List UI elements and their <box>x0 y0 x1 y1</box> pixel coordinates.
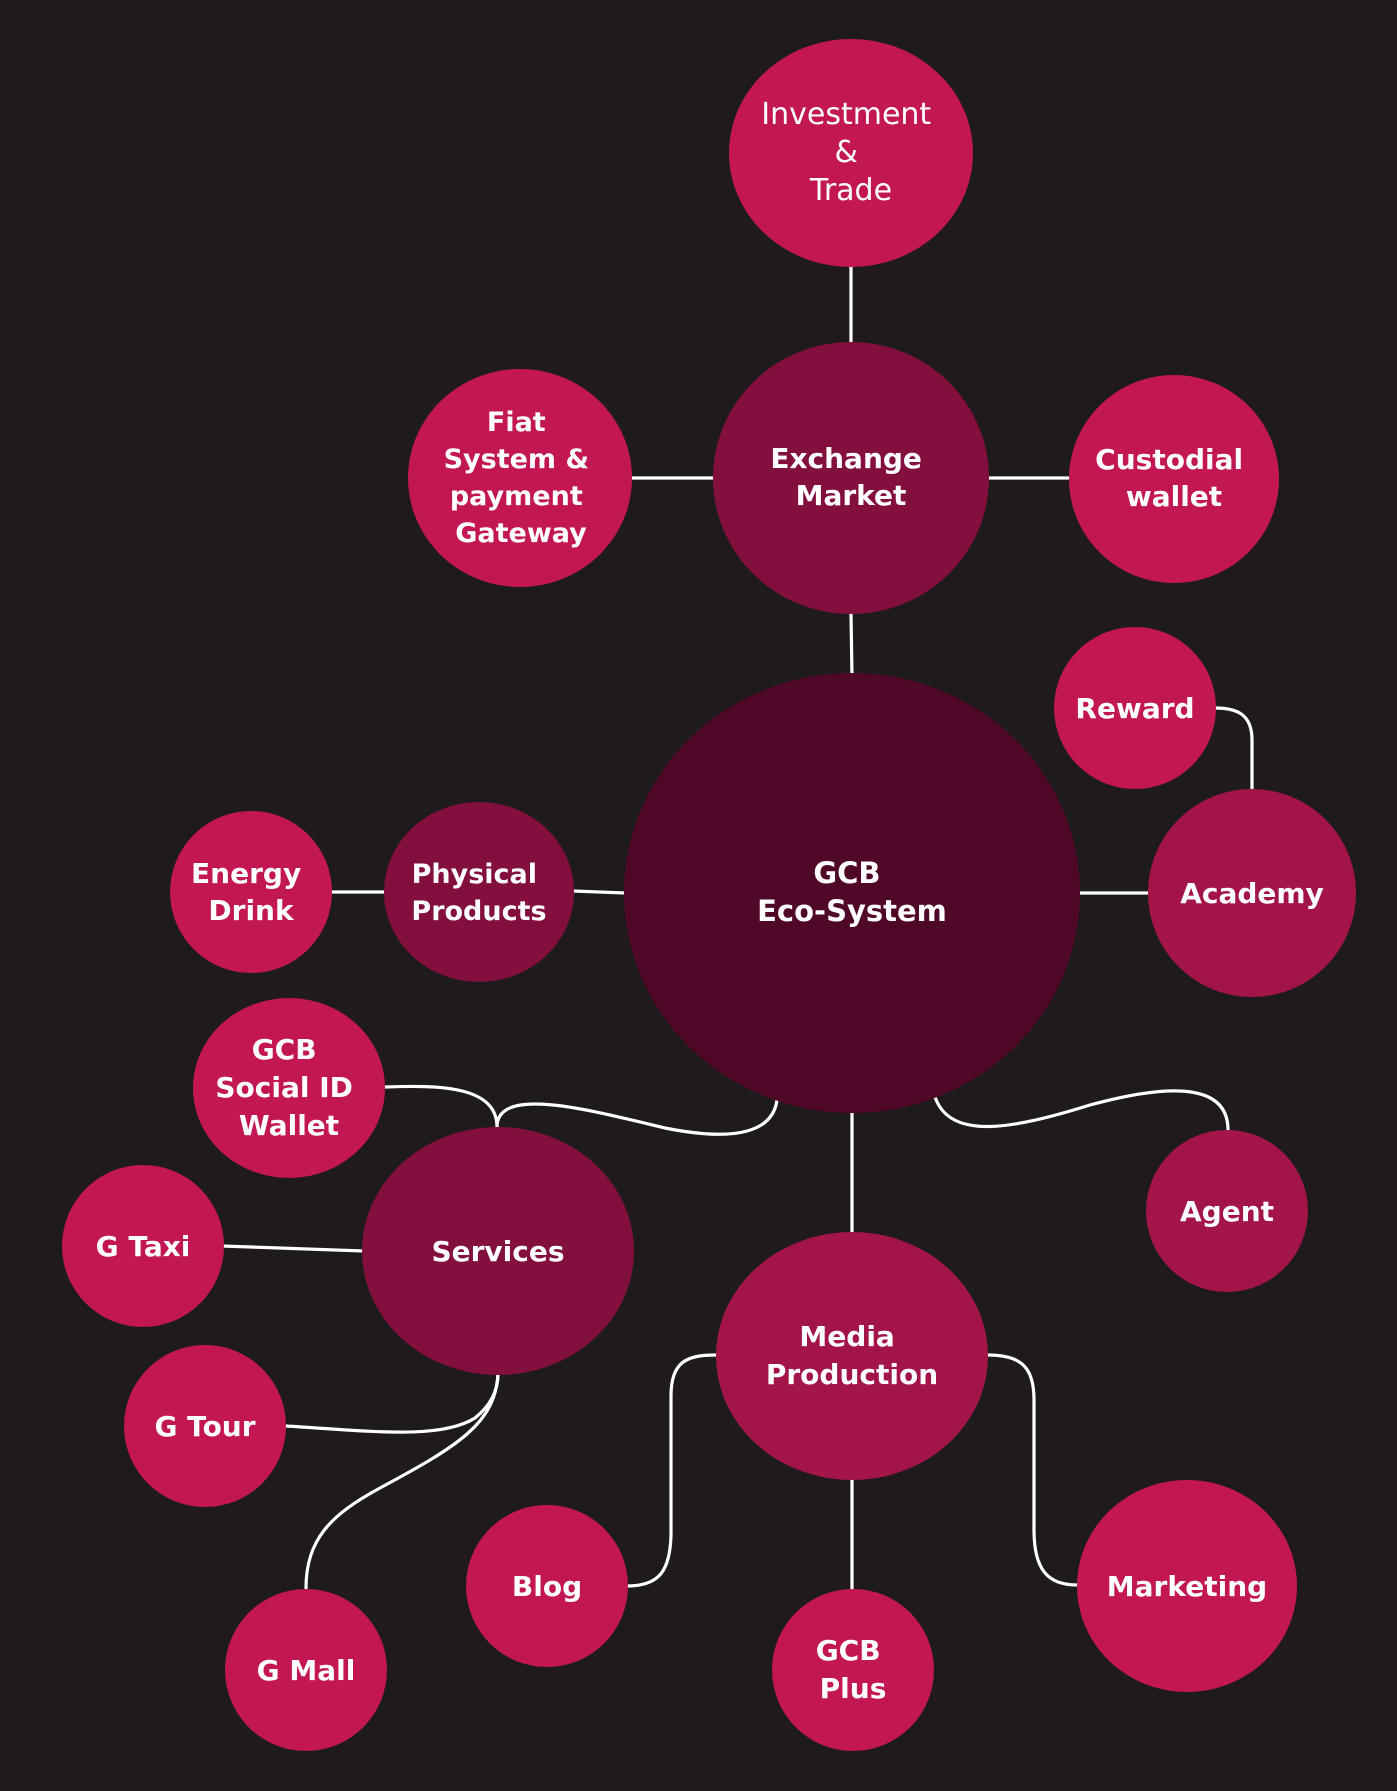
connector-media-marketing <box>986 1353 1079 1587</box>
node-blog[interactable]: Blog <box>466 1505 628 1667</box>
node-gcb-plus-circle <box>772 1589 934 1751</box>
node-exchange-market-line-2: Market <box>796 479 907 512</box>
node-academy-label: Academy <box>1180 877 1324 910</box>
node-media-production-label: Media Production <box>766 1320 938 1391</box>
node-social-id-wallet-label: GCB Social ID Wallet <box>215 1033 362 1142</box>
node-agent[interactable]: Agent <box>1146 1130 1308 1292</box>
node-physical-products-line-1: Physical <box>412 859 537 890</box>
node-physical-products-line-2: Products <box>411 896 546 927</box>
node-g-taxi[interactable]: G Taxi <box>62 1165 224 1327</box>
node-media-production[interactable]: Media Production <box>716 1232 988 1480</box>
connector-gtaxi-services <box>220 1244 366 1253</box>
node-social-id-wallet-line-1: GCB <box>252 1033 317 1066</box>
node-reward[interactable]: Reward <box>1054 627 1216 789</box>
node-services-circle <box>362 1127 634 1375</box>
connector-exchange-ecosystem <box>849 612 854 678</box>
node-social-id-wallet-circle <box>193 998 385 1178</box>
node-gcb-ecosystem-label: GCB Eco-System <box>757 856 947 928</box>
node-academy[interactable]: Academy <box>1148 789 1356 997</box>
node-investment-trade-line-2: & <box>835 135 858 170</box>
connector-reward-academy <box>1213 706 1254 795</box>
node-services-label: Services <box>431 1235 564 1268</box>
node-g-taxi-circle <box>62 1165 224 1327</box>
node-fiat-system-line-1: Fiat <box>487 407 546 438</box>
connector-ecosystem-agent <box>933 1089 1230 1132</box>
node-investment-trade-label: Investment & Trade <box>761 97 940 208</box>
node-g-mall-label: G Mall <box>257 1654 356 1687</box>
node-g-tour-circle <box>124 1345 286 1507</box>
node-g-tour[interactable]: G Tour <box>124 1345 286 1507</box>
node-media-production-circle <box>716 1232 988 1480</box>
node-physical-products-label: Physical Products <box>411 859 546 927</box>
node-g-mall[interactable]: G Mall <box>225 1589 387 1751</box>
node-energy-drink-label: Energy Drink <box>191 857 311 927</box>
node-custodial-wallet-line-1: Custodial <box>1095 443 1243 476</box>
node-reward-circle <box>1054 627 1216 789</box>
node-services[interactable]: Services <box>362 1127 634 1375</box>
node-agent-label: Agent <box>1180 1195 1274 1228</box>
node-gcb-plus-label: GCB Plus <box>816 1634 891 1705</box>
connector-gmall-services <box>304 1372 500 1590</box>
node-fiat-system-label: Fiat System & payment Gateway <box>444 407 599 549</box>
node-blog-label: Blog <box>512 1570 582 1603</box>
node-g-taxi-label: G Taxi <box>96 1230 191 1263</box>
node-energy-drink-line-2: Drink <box>208 894 295 927</box>
node-academy-circle <box>1148 789 1356 997</box>
node-gcb-ecosystem-line-2: Eco-System <box>757 894 947 928</box>
connector-physical-ecosystem <box>571 889 627 895</box>
node-fiat-system-circle <box>408 369 632 587</box>
node-custodial-wallet-label: Custodial wallet <box>1095 443 1253 513</box>
node-gcb-ecosystem-circle <box>624 673 1080 1113</box>
node-physical-products[interactable]: Physical Products <box>384 802 574 982</box>
connector-socialid-services <box>383 1084 499 1129</box>
node-exchange-market-circle <box>713 342 989 614</box>
node-energy-drink-line-1: Energy <box>191 857 301 890</box>
node-gcb-ecosystem-line-1: GCB <box>813 856 880 890</box>
node-media-production-line-1: Media <box>799 1320 894 1353</box>
connectors <box>220 264 1254 1592</box>
node-agent-circle <box>1146 1130 1308 1292</box>
node-exchange-market[interactable]: Exchange Market <box>713 342 989 614</box>
node-custodial-wallet-line-2: wallet <box>1126 480 1222 513</box>
node-fiat-system-line-3: payment <box>450 481 583 512</box>
node-gcb-plus-line-2: Plus <box>820 1672 887 1705</box>
node-exchange-market-line-1: Exchange <box>770 442 922 475</box>
node-marketing[interactable]: Marketing <box>1077 1480 1297 1692</box>
node-media-production-line-2: Production <box>766 1358 938 1391</box>
node-investment-trade[interactable]: Investment & Trade <box>729 39 973 267</box>
node-social-id-wallet-line-2: Social ID <box>215 1071 353 1104</box>
node-custodial-wallet-circle <box>1069 375 1279 583</box>
node-energy-drink[interactable]: Energy Drink <box>170 811 332 973</box>
node-exchange-market-label: Exchange Market <box>770 442 931 512</box>
node-blog-circle <box>466 1505 628 1667</box>
node-investment-trade-line-3: Trade <box>809 173 892 208</box>
node-fiat-system-line-2: System & <box>444 444 589 475</box>
node-social-id-wallet[interactable]: GCB Social ID Wallet <box>193 998 385 1178</box>
node-g-mall-circle <box>225 1589 387 1751</box>
node-gcb-plus[interactable]: GCB Plus <box>772 1589 934 1751</box>
node-social-id-wallet-line-3: Wallet <box>239 1109 339 1142</box>
node-investment-trade-line-1: Investment <box>761 97 931 132</box>
node-custodial-wallet[interactable]: Custodial wallet <box>1069 375 1279 583</box>
connector-services-ecosystem <box>495 1098 779 1136</box>
node-gcb-plus-line-1: GCB <box>816 1634 881 1667</box>
node-fiat-system[interactable]: Fiat System & payment Gateway <box>408 369 632 587</box>
node-marketing-circle <box>1077 1480 1297 1692</box>
node-energy-drink-circle <box>170 811 332 973</box>
node-reward-label: Reward <box>1075 692 1194 725</box>
node-marketing-label: Marketing <box>1107 1570 1267 1603</box>
node-g-tour-label: G Tour <box>154 1410 255 1443</box>
node-fiat-system-line-4: Gateway <box>455 518 587 549</box>
node-physical-products-circle <box>384 802 574 982</box>
node-investment-trade-circle <box>729 39 973 267</box>
connector-blog-media <box>625 1353 718 1588</box>
node-gcb-ecosystem[interactable]: GCB Eco-System <box>624 673 1080 1113</box>
